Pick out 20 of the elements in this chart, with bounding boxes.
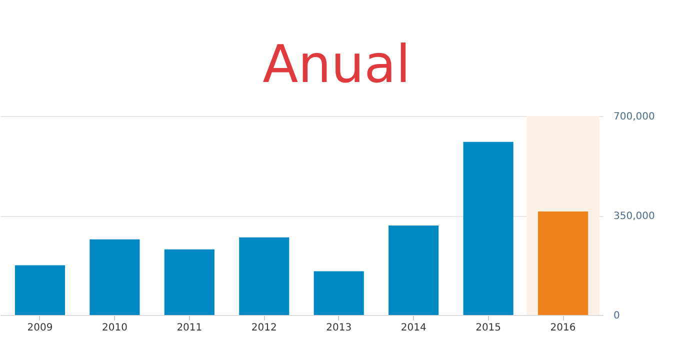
bar <box>463 142 514 315</box>
chart-title: Anual <box>262 35 410 95</box>
y-tick-label: 700,000 <box>614 112 655 122</box>
x-tick-label: 2012 <box>251 322 277 334</box>
y-tick-label: 0 <box>614 310 620 322</box>
x-tick-label: 2010 <box>102 322 128 334</box>
x-tick-label: 2016 <box>550 322 576 334</box>
bar <box>388 225 439 315</box>
bar <box>90 239 140 315</box>
bar <box>164 249 214 315</box>
bar <box>14 265 66 315</box>
x-tick-label: 2009 <box>27 322 53 334</box>
x-tick-label: 2015 <box>476 322 502 334</box>
x-tick-label: 2011 <box>176 322 202 334</box>
y-tick-label: 350,000 <box>614 211 655 222</box>
bar <box>239 237 290 315</box>
x-tick-label: 2014 <box>400 322 426 334</box>
x-tick-label: 2013 <box>326 322 352 334</box>
bar <box>538 212 588 315</box>
bar <box>314 271 364 315</box>
